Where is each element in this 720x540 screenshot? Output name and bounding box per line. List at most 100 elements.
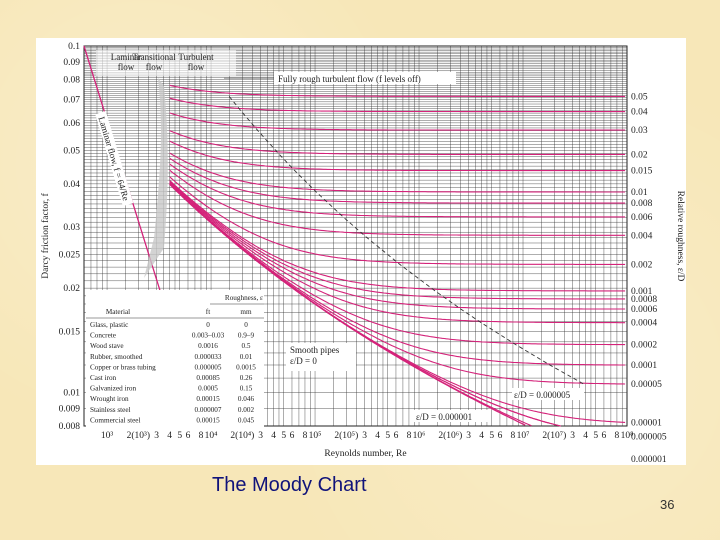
- y-tick-label: 0.08: [63, 76, 80, 86]
- table-cell-ft: 0.000033: [195, 353, 222, 361]
- roughness-curve: [169, 97, 626, 113]
- y2-axis-title: Relative roughness, ε/D: [675, 191, 685, 282]
- roughness-curve: [169, 180, 626, 292]
- roughness-curve: [169, 183, 626, 346]
- slide-number: 36: [660, 497, 675, 512]
- roughness-curve: [169, 130, 626, 155]
- table-cell-ft: 0: [206, 321, 210, 329]
- x-tick-label: 8: [407, 431, 412, 441]
- relative-roughness-label: 0.0008: [631, 295, 657, 305]
- y-tick-label: 0.01: [63, 388, 80, 398]
- ed-0000005-label-bg: [512, 388, 584, 400]
- table-cell-ft: 0.00085: [196, 374, 220, 382]
- relative-roughness-label: 0.01: [631, 188, 648, 198]
- relative-roughness-label: 0.006: [631, 213, 653, 223]
- x-tick-label: 10⁸: [621, 431, 634, 441]
- tick-labels: 0.10.090.080.070.060.050.040.030.0250.02…: [40, 42, 685, 465]
- table-cell-material: Concrete: [90, 332, 116, 340]
- relative-roughness-label: 0.000005: [631, 432, 667, 442]
- table-cell-material: Copper or brass tubing: [90, 363, 156, 371]
- x-tick-label: 6: [394, 431, 399, 441]
- y-tick-label: 0.09: [63, 58, 80, 68]
- relative-roughness-label: 0.04: [631, 108, 648, 118]
- ed-000001-label: ε/D = 0.000001: [416, 412, 472, 422]
- x-tick-label: 3: [570, 431, 575, 441]
- smooth-pipe-curve: [169, 183, 526, 426]
- y-tick-label: 0.06: [63, 119, 80, 129]
- relative-roughness-label: 0.03: [631, 126, 648, 136]
- x-tick-label: 3: [258, 431, 263, 441]
- table-cell-ft: 0.00015: [196, 395, 220, 403]
- y-tick-label: 0.009: [59, 404, 81, 414]
- x-tick-label: 4: [271, 431, 276, 441]
- x-tick-label: 5: [489, 431, 494, 441]
- region-label: flow: [188, 62, 205, 72]
- fully-rough-boundary: [228, 96, 585, 385]
- relative-roughness-label: 0.00005: [631, 380, 662, 390]
- table-group-header: Roughness, ε: [225, 294, 263, 302]
- x-tick-label: 10⁷: [517, 431, 530, 441]
- x-axis-title: Reynolds number, Re: [324, 449, 406, 459]
- relative-roughness-label: 0.0002: [631, 341, 657, 351]
- y-tick-label: 0.03: [63, 223, 80, 233]
- table-cell-ft: 0.0005: [198, 385, 218, 393]
- roughness-curve: [169, 112, 626, 131]
- y-tick-label: 0.02: [63, 284, 80, 294]
- y-tick-label: 0.025: [59, 251, 81, 261]
- moody-chart-svg: 0.10.090.080.070.060.050.040.030.0250.02…: [40, 42, 685, 465]
- fully-rough-label: Fully rough turbulent flow (f levels off…: [278, 74, 421, 84]
- relative-roughness-label: 0.0004: [631, 319, 657, 329]
- table-header: mm: [240, 308, 252, 316]
- table-cell-ft: 0.000005: [195, 363, 222, 371]
- table-cell-mm: 0.002: [238, 406, 255, 414]
- y-tick-label: 0.05: [63, 146, 80, 156]
- x-tick-label: 4: [375, 431, 380, 441]
- table-cell-material: Wood stave: [90, 342, 124, 350]
- roughness-curve: [169, 169, 626, 236]
- x-tick-label: 6: [602, 431, 607, 441]
- relative-roughness-label: 0.015: [631, 167, 653, 177]
- table-cell-material: Cast iron: [90, 374, 117, 382]
- x-tick-label: 6: [498, 431, 503, 441]
- region-label-bg: [96, 50, 236, 76]
- x-tick-label: 3: [362, 431, 367, 441]
- x-tick-label: 2(10⁶): [438, 430, 462, 441]
- table-cell-material: Rubber, smoothed: [90, 353, 143, 361]
- roughness-table: Roughness, ε Material ft mm Glass, plastic 0 0…: [86, 290, 264, 430]
- relative-roughness-label: 0.002: [631, 260, 653, 270]
- table-cell-ft: 0.00015: [196, 416, 220, 424]
- table-cell-mm: 0.15: [240, 385, 253, 393]
- x-tick-label: 2(10⁷): [542, 430, 566, 441]
- smooth-pipes-label: Smooth pipes: [290, 345, 340, 355]
- y-tick-label: 0.1: [68, 42, 80, 52]
- y-tick-label: 0.04: [63, 180, 80, 190]
- relative-roughness-label: 0.00001: [631, 419, 662, 429]
- relative-roughness-label: 0.02: [631, 150, 648, 160]
- table-cell-mm: 0.26: [240, 374, 253, 382]
- slide-title: The Moody Chart: [212, 474, 367, 496]
- roughness-curves: [83, 45, 626, 427]
- table-bg: [86, 290, 264, 430]
- relative-roughness-label: 0.05: [631, 92, 648, 102]
- x-tick-label: 10⁵: [309, 431, 322, 441]
- fully-rough-label-bg: [274, 72, 456, 84]
- roughness-curve: [169, 163, 626, 218]
- roughness-curve: [169, 180, 626, 300]
- table-cell-material: Glass, plastic: [90, 321, 128, 329]
- roughness-curve: [169, 84, 626, 97]
- table-cell-mm: 0.046: [238, 395, 255, 403]
- relative-roughness-label: 0.004: [631, 231, 653, 241]
- table-cell-mm: 0.0015: [236, 363, 256, 371]
- roughness-curve: [169, 140, 626, 172]
- x-tick-label: 2(10⁴): [230, 430, 254, 441]
- laminar-label-bg: [95, 111, 134, 207]
- x-tick-label: 5: [593, 431, 598, 441]
- table-cell-ft: 0.000007: [195, 406, 222, 414]
- y-tick-label: 0.008: [59, 422, 81, 432]
- x-tick-label: 4: [167, 431, 172, 441]
- transition-shading: [144, 78, 168, 278]
- table-cell-material: Commercial steel: [90, 416, 141, 424]
- x-tick-label: 10³: [101, 431, 114, 441]
- table-cell-mm: 0.5: [242, 342, 251, 350]
- laminar-label: Laminar flow, f = 64/Re: [96, 116, 131, 202]
